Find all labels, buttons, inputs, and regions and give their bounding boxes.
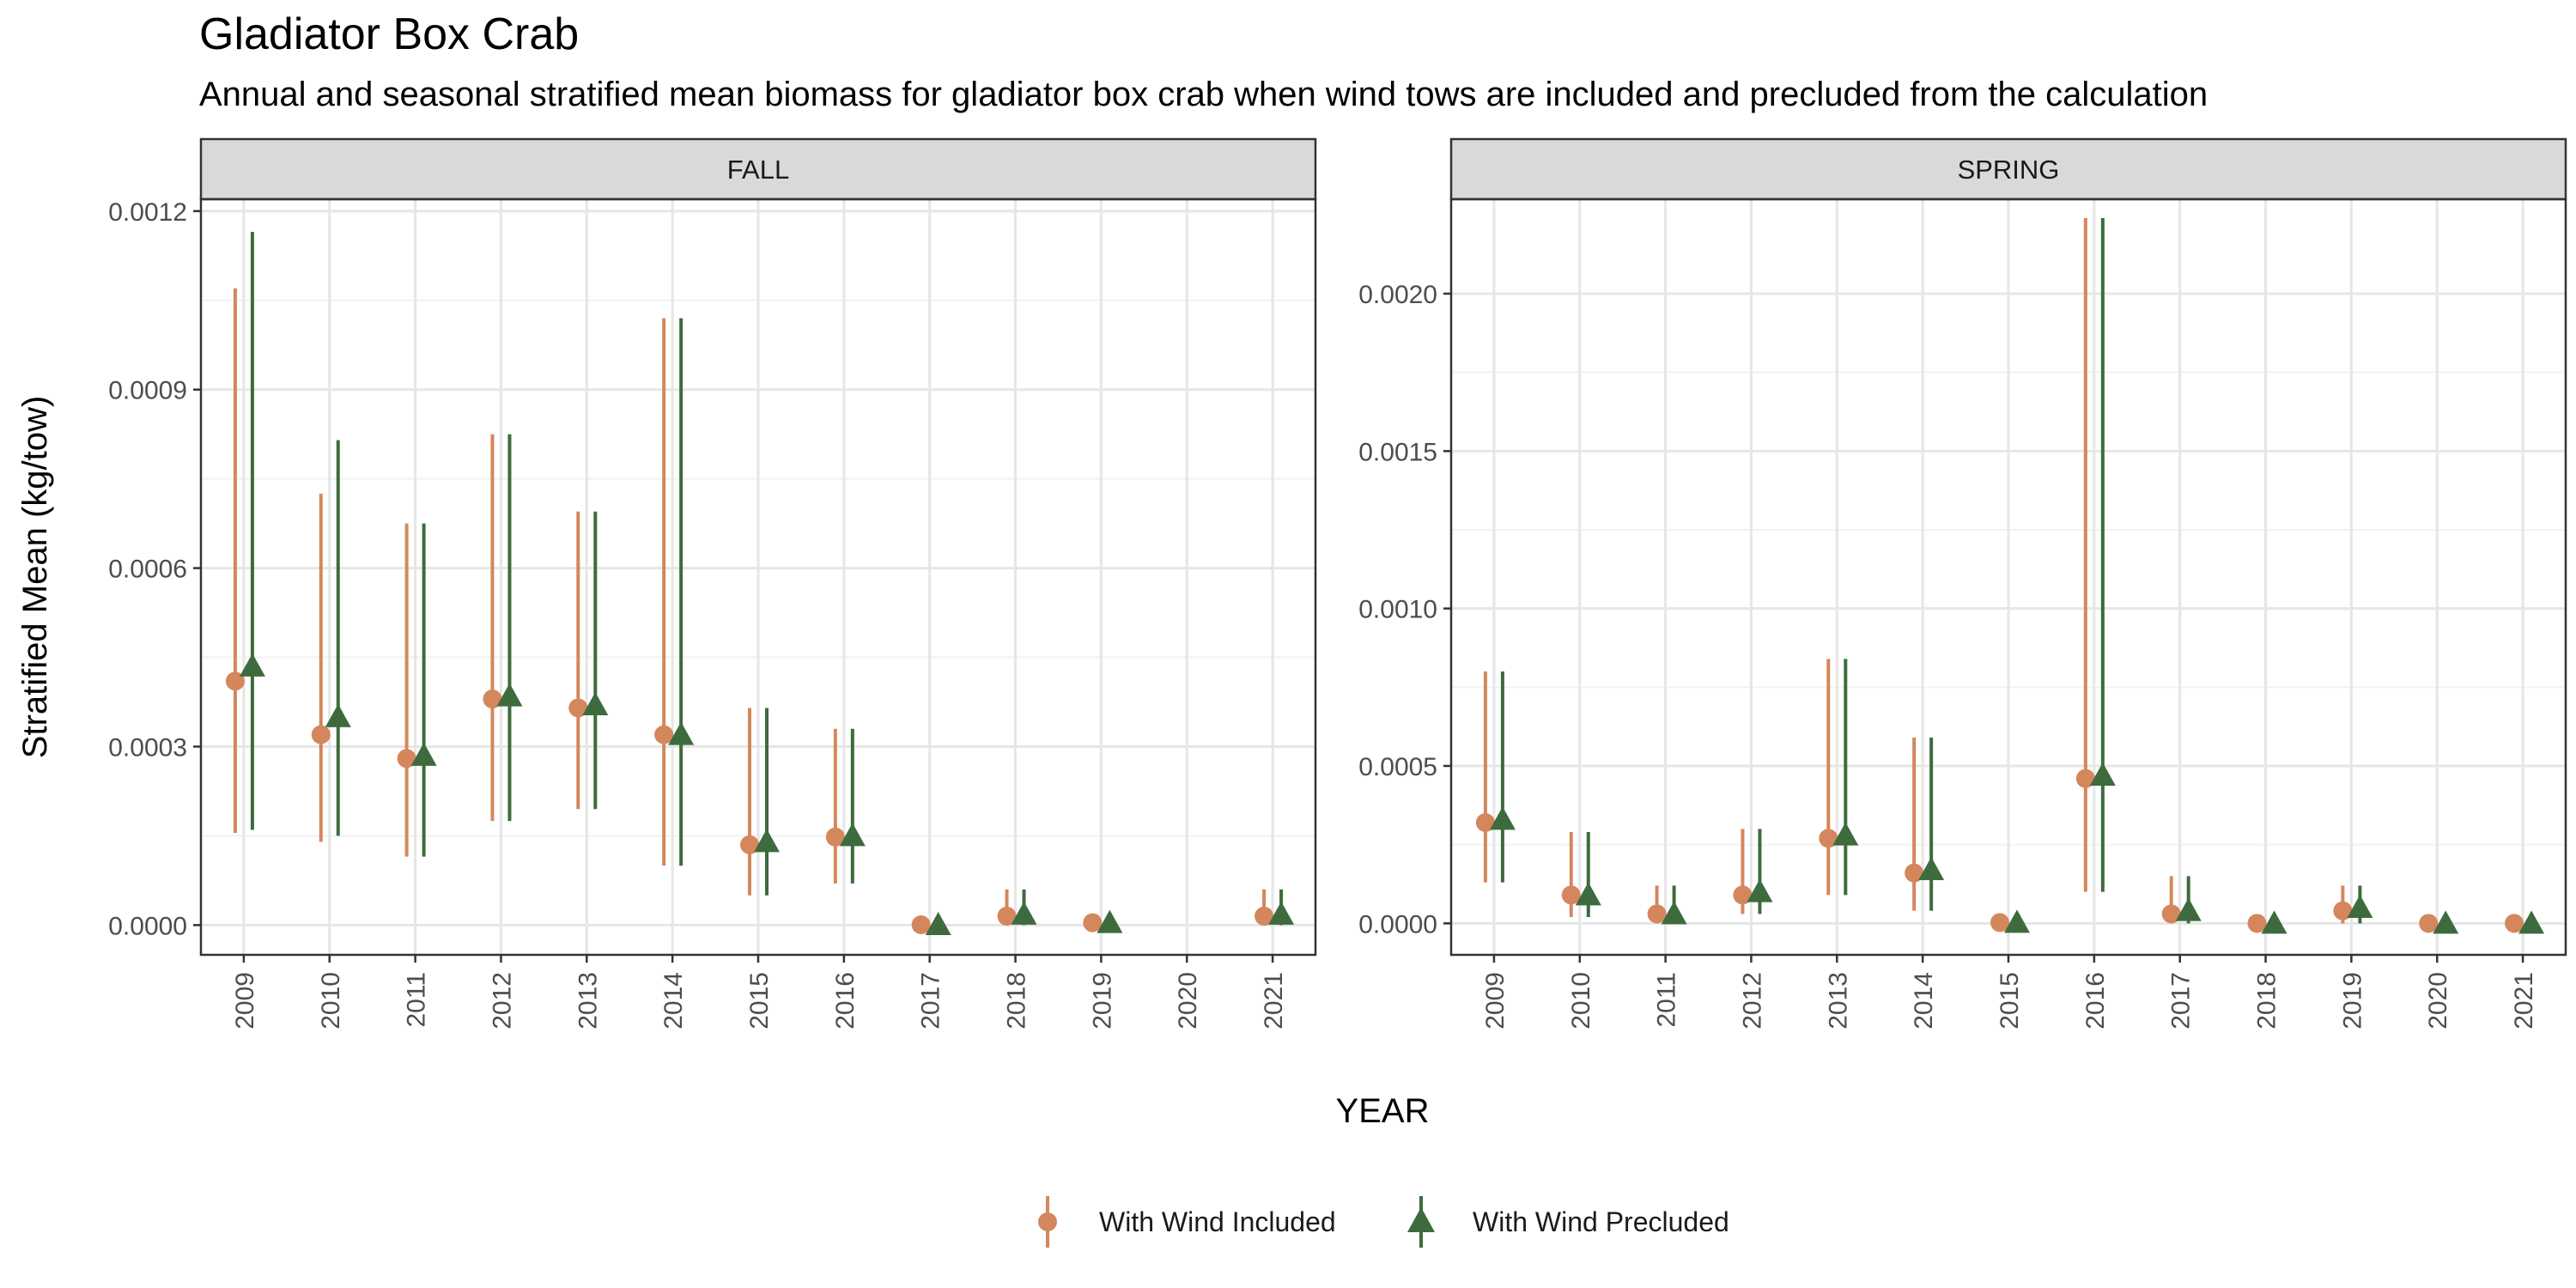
facet-strip [199, 137, 1317, 201]
x-tick-label: 2021 [2510, 972, 2538, 1030]
x-tick-label: 2012 [488, 972, 516, 1030]
data-point-triangle [1918, 857, 1945, 880]
x-tick-label: 2018 [1003, 972, 1031, 1030]
data-point-circle [740, 835, 759, 854]
x-tick-label: 2015 [1996, 972, 2024, 1030]
y-tick-label: 0.0005 [1358, 753, 1437, 781]
data-point-triangle [1097, 909, 1123, 933]
data-point-triangle [1489, 806, 1516, 830]
x-axis-title: YEAR [1336, 1092, 1430, 1130]
x-tick-label: 2020 [2424, 972, 2452, 1030]
data-point-triangle [754, 829, 780, 853]
x-tick-label: 2011 [403, 972, 431, 1028]
data-point-circle [2247, 914, 2267, 933]
data-point-circle [483, 690, 502, 709]
data-point-triangle [2004, 909, 2030, 933]
data-point-circle [1561, 885, 1581, 905]
data-point-circle [2333, 901, 2353, 920]
data-point-circle [568, 698, 588, 718]
legend-key-circle [1038, 1212, 1057, 1231]
x-tick-label: 2009 [1481, 972, 1510, 1030]
data-point-circle [1990, 913, 2009, 933]
x-tick-label: 2019 [1088, 972, 1116, 1030]
data-point-triangle [2347, 895, 2373, 918]
x-tick-label: 2010 [317, 972, 345, 1030]
x-tick-label: 2010 [1567, 972, 1595, 1030]
x-tick-label: 2013 [1824, 972, 1852, 1030]
data-point-triangle [1832, 822, 1859, 846]
data-point-circle [1255, 906, 1274, 926]
y-tick-label: 0.0015 [1358, 438, 1437, 466]
data-point-triangle [925, 912, 951, 936]
x-tick-label: 2018 [2253, 972, 2281, 1030]
data-point-triangle [2175, 897, 2202, 921]
data-point-circle [311, 725, 331, 744]
legend-label: With Wind Included [1099, 1206, 1336, 1237]
x-tick-label: 2014 [659, 972, 688, 1030]
facet-strip [1449, 137, 2567, 201]
data-point-triangle [410, 742, 437, 766]
y-tick-label: 0.0012 [108, 198, 187, 227]
x-tick-label: 2011 [1653, 972, 1681, 1028]
y-tick-label: 0.0020 [1358, 281, 1437, 309]
data-point-triangle [496, 683, 523, 707]
data-point-circle [2505, 914, 2524, 933]
data-point-triangle [2518, 910, 2545, 934]
data-point-triangle [1661, 901, 1687, 925]
data-point-circle [825, 827, 845, 847]
data-point-triangle [2089, 762, 2116, 786]
y-axis-title: Stratified Mean (kg/tow) [16, 396, 54, 758]
x-tick-label: 2013 [574, 972, 602, 1030]
data-point-triangle [668, 721, 695, 745]
data-point-triangle [239, 653, 265, 677]
data-point-triangle [2261, 910, 2287, 934]
x-tick-label: 2012 [1738, 972, 1766, 1030]
data-point-circle [1475, 813, 1495, 832]
y-tick-label: 0.0000 [1358, 910, 1437, 939]
x-tick-label: 2016 [831, 972, 860, 1030]
legend-key-triangle [1407, 1207, 1435, 1232]
data-point-circle [1733, 885, 1753, 905]
chart-title: Gladiator Box Crab [199, 9, 580, 59]
y-tick-label: 0.0006 [108, 556, 187, 584]
y-tick-label: 0.0003 [108, 733, 187, 762]
x-tick-label: 2017 [917, 972, 945, 1030]
x-tick-label: 2017 [2167, 972, 2196, 1030]
data-point-circle [397, 749, 416, 769]
data-point-circle [654, 725, 674, 744]
data-point-triangle [1268, 901, 1295, 925]
data-point-circle [1905, 863, 1924, 883]
data-point-circle [2075, 769, 2095, 788]
x-tick-label: 2019 [2338, 972, 2366, 1030]
data-point-circle [2419, 914, 2439, 933]
x-tick-label: 2009 [231, 972, 259, 1030]
data-point-triangle [582, 691, 609, 715]
data-point-circle [911, 915, 931, 935]
x-tick-label: 2015 [745, 972, 774, 1030]
data-point-triangle [325, 703, 351, 727]
y-tick-label: 0.0009 [108, 377, 187, 405]
facet-strip-label: SPRING [1958, 155, 2060, 185]
data-point-circle [997, 906, 1017, 926]
y-tick-label: 0.0000 [108, 912, 187, 940]
legend-label: With Wind Precluded [1473, 1206, 1729, 1237]
data-point-circle [1819, 829, 1838, 848]
x-tick-label: 2014 [1910, 972, 1938, 1030]
data-point-triangle [2433, 910, 2459, 934]
x-tick-label: 2016 [2081, 972, 2110, 1030]
data-point-circle [1083, 913, 1103, 933]
y-tick-label: 0.0010 [1358, 596, 1437, 624]
facet-strip-label: FALL [727, 155, 789, 185]
data-point-triangle [1747, 878, 1773, 902]
chart-subtitle: Annual and seasonal stratified mean biom… [199, 76, 2208, 113]
data-point-triangle [839, 823, 866, 847]
data-point-triangle [1575, 882, 1601, 906]
x-tick-label: 2021 [1260, 972, 1288, 1030]
data-point-circle [2161, 904, 2181, 924]
x-tick-label: 2020 [1174, 972, 1202, 1030]
data-point-circle [1647, 904, 1667, 924]
data-point-triangle [1011, 901, 1037, 925]
